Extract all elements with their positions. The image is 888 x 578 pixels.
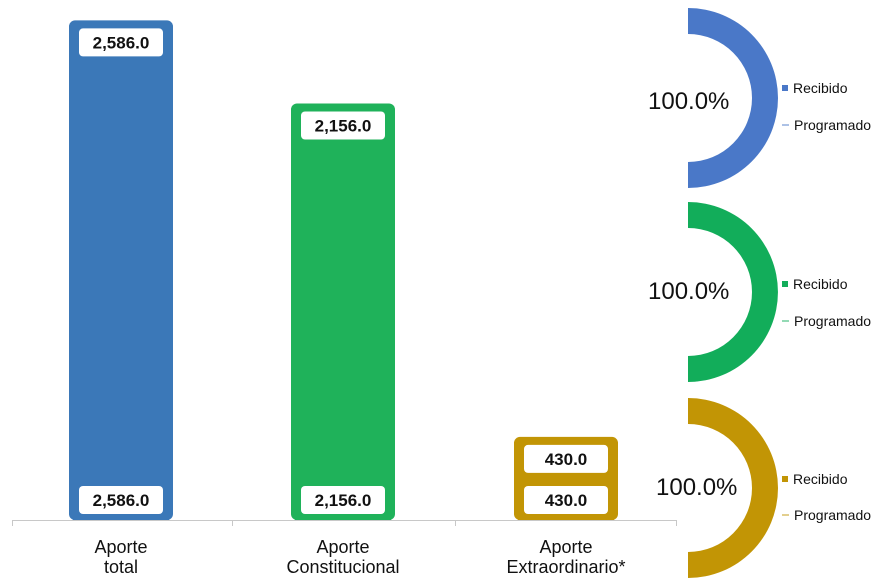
bar-fill <box>295 121 391 520</box>
donut-charts <box>688 8 778 578</box>
data-label: 430.0 <box>524 444 608 473</box>
donut-slice-recibido <box>688 398 778 578</box>
data-label-text: 2,586.0 <box>93 491 150 510</box>
legend-item-programado: Programado <box>782 117 871 133</box>
legend-label: Programado <box>794 507 872 523</box>
bar-group <box>69 20 173 520</box>
data-label-text: 2,156.0 <box>315 117 372 136</box>
data-label-box <box>524 444 608 473</box>
category-label-line: Constitucional <box>286 557 400 577</box>
bar-chart: 2,586.0 2,586.0 2,156.0 2,156.0 430.0 430.0 <box>12 20 677 526</box>
donut-slice-recibido <box>688 8 778 188</box>
category-label: Aporte total <box>41 537 201 577</box>
legend-label: Recibido <box>793 471 848 487</box>
legend-item-programado: Programado <box>782 507 871 523</box>
legend-swatch <box>782 281 788 288</box>
data-label-box <box>79 486 163 514</box>
category-label-line: Aporte <box>316 537 370 557</box>
legend-swatch <box>782 320 789 323</box>
donut-slice-recibido <box>688 202 778 382</box>
legend-swatch <box>782 514 789 517</box>
legend-label: Programado <box>794 313 872 329</box>
data-label-text: 430.0 <box>545 450 588 469</box>
data-label: 2,156.0 <box>301 111 385 140</box>
legend-swatch <box>782 85 788 92</box>
category-label-line: Aporte <box>94 537 148 557</box>
data-label-box <box>301 486 385 514</box>
legend-item-recibido: Recibido <box>782 80 847 96</box>
data-label-text: 430.0 <box>545 491 588 510</box>
legend-swatch <box>782 476 788 483</box>
data-label-box <box>301 111 385 140</box>
data-label: 2,586.0 <box>79 28 163 57</box>
legend-label: Programado <box>794 117 872 133</box>
legend-label: Recibido <box>793 276 848 292</box>
category-label: Aporte Extraordinario* <box>486 537 646 577</box>
legend-label: Recibido <box>793 80 848 96</box>
category-label: Aporte Constitucional <box>263 537 423 577</box>
bar-group <box>291 103 395 520</box>
legend-item-recibido: Recibido <box>782 276 847 292</box>
donut-percent-label: 100.0% <box>656 474 738 501</box>
legend-item-programado: Programado <box>782 313 871 329</box>
donut-percent-label: 100.0% <box>648 278 730 305</box>
category-label-line: Extraordinario* <box>506 557 626 577</box>
legend-item-recibido: Recibido <box>782 471 847 487</box>
category-label-line: total <box>103 557 139 577</box>
data-label-text: 2,156.0 <box>315 491 372 510</box>
data-label-box <box>79 28 163 57</box>
category-label-line: Aporte <box>539 537 593 557</box>
data-label: 2,156.0 <box>301 486 385 514</box>
data-label: 430.0 <box>524 486 608 514</box>
data-label: 2,586.0 <box>79 486 163 514</box>
data-label-text: 2,586.0 <box>93 33 150 52</box>
data-label-box <box>524 486 608 514</box>
donut-percent-label: 100.0% <box>648 88 730 115</box>
bar-fill <box>73 38 169 520</box>
legend-swatch <box>782 124 789 127</box>
